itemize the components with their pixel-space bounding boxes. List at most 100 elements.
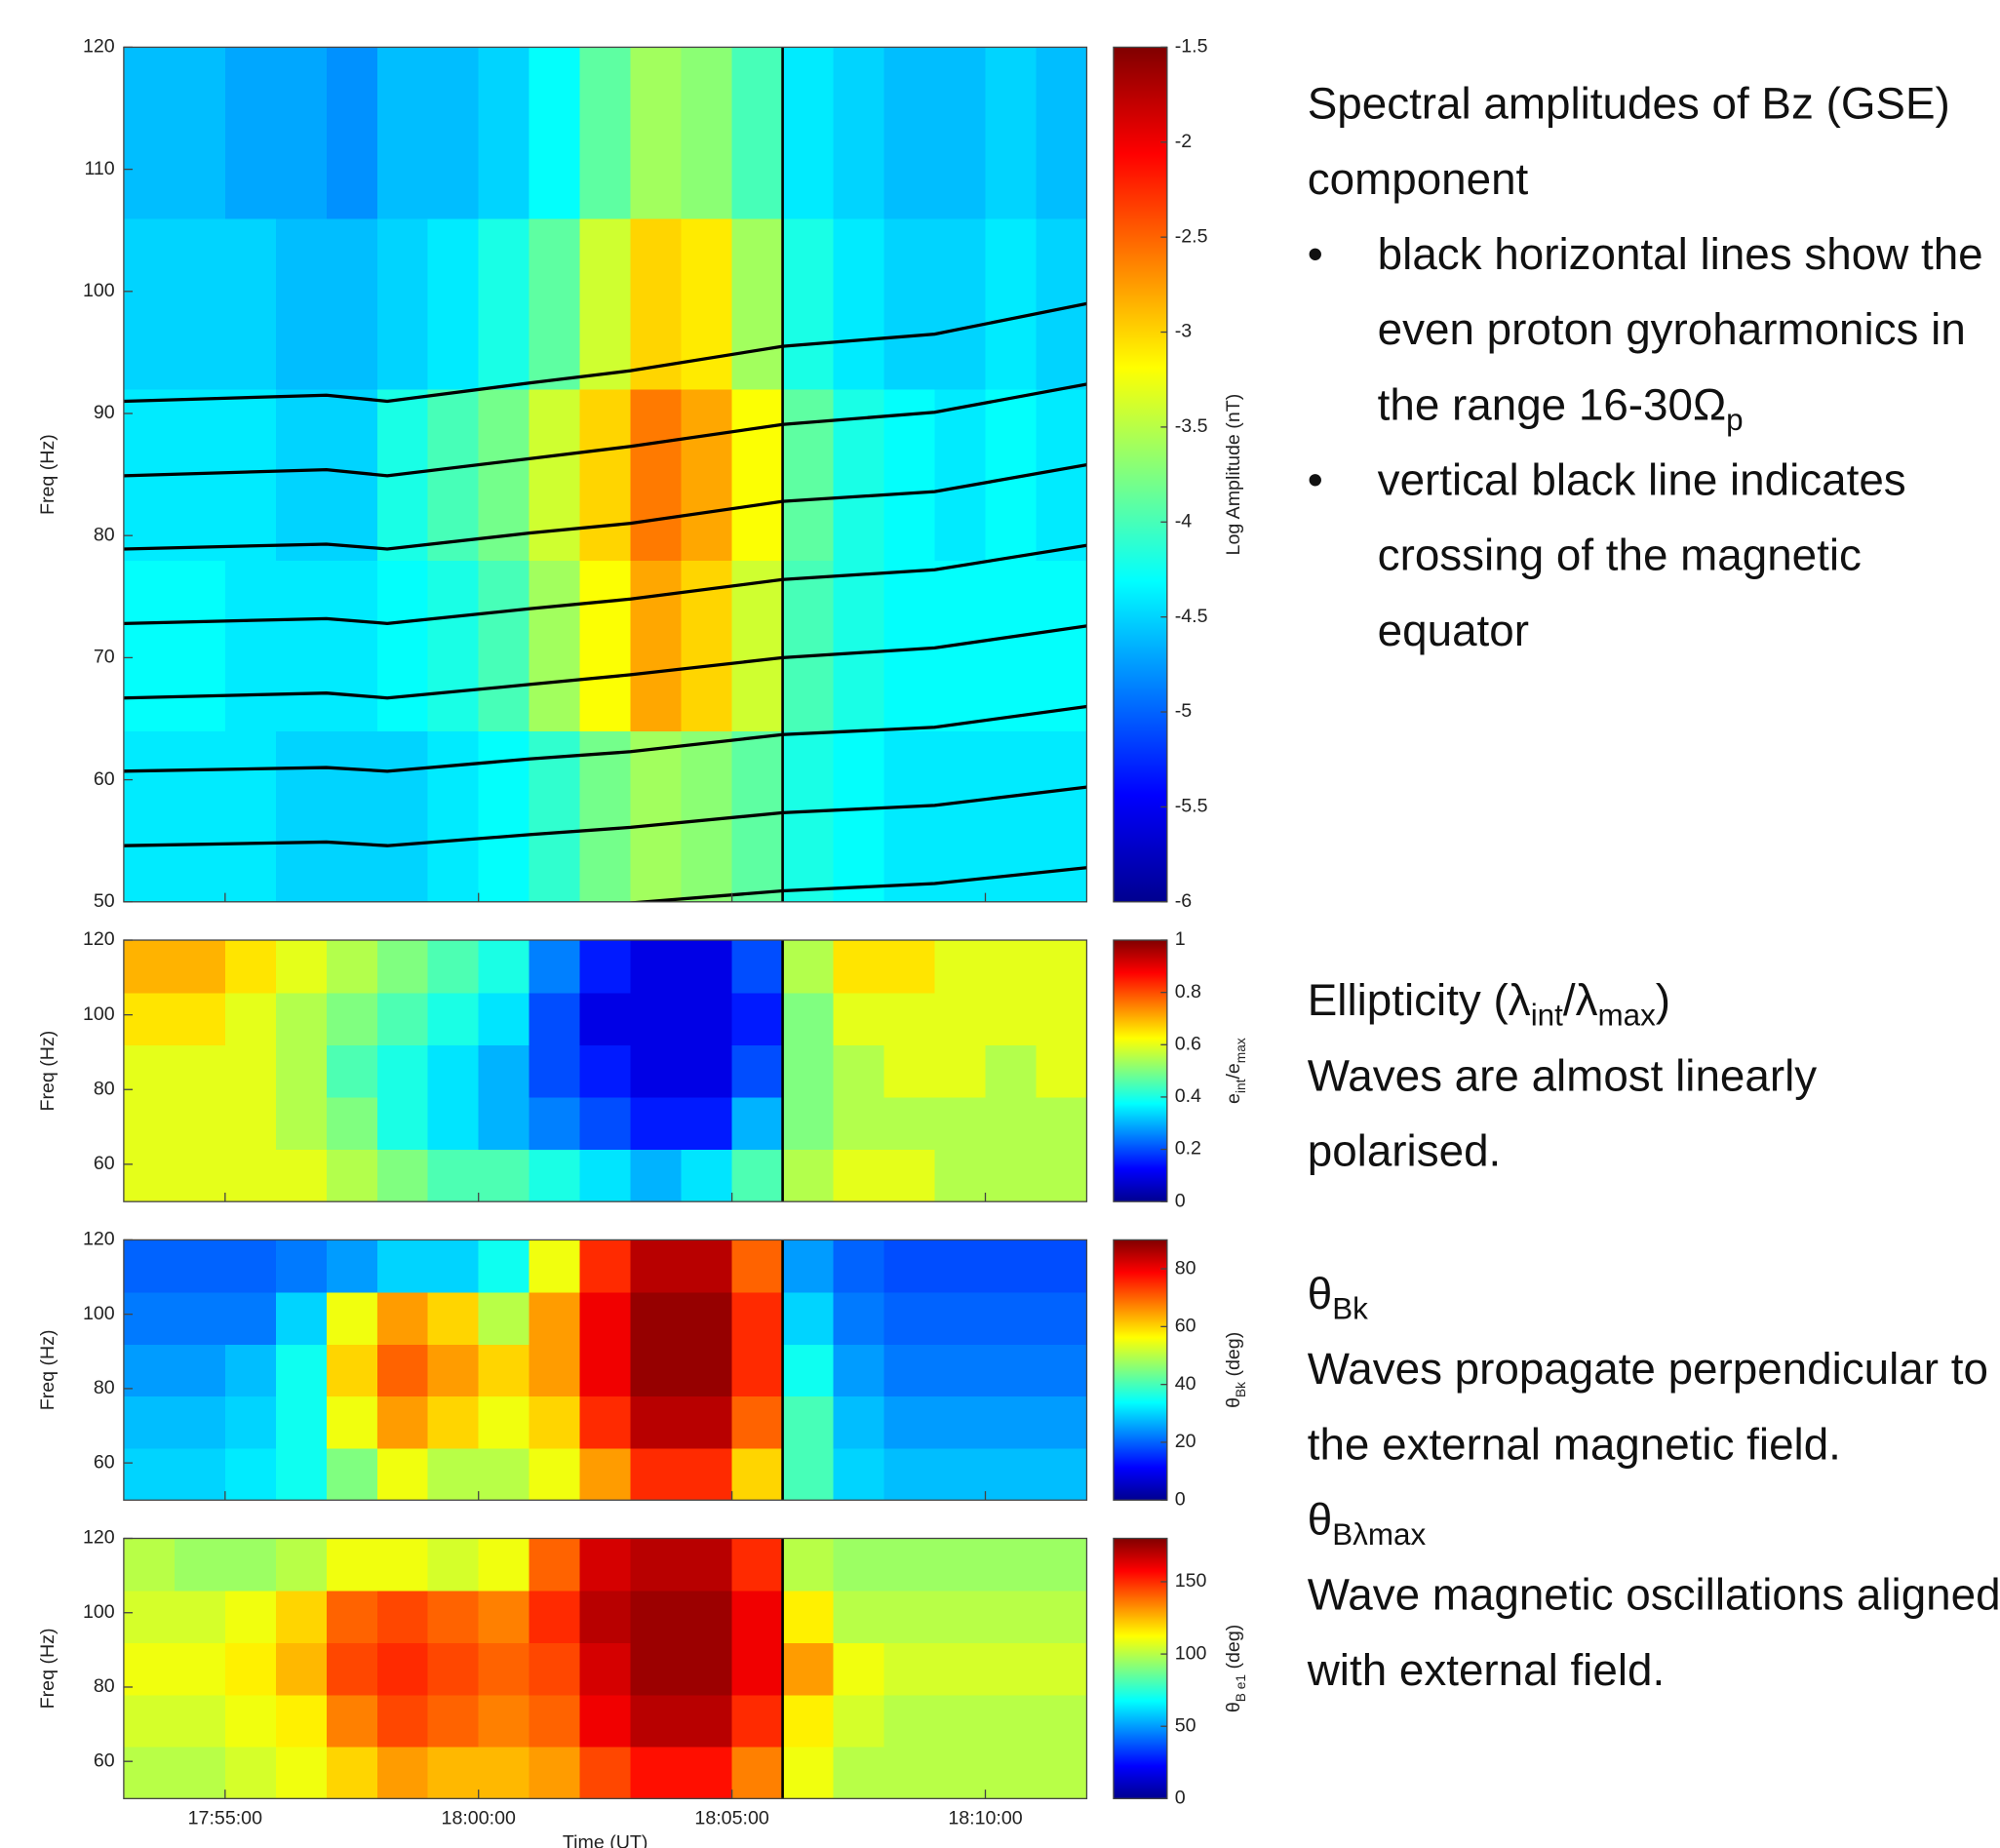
heatmap-cell [731, 1590, 784, 1643]
heatmap-cell [376, 730, 429, 902]
plot-frame [123, 1239, 1088, 1501]
heatmap-cell [478, 388, 530, 561]
y-tick-label: 100 [83, 1303, 115, 1324]
heatmap-cell [934, 1239, 987, 1293]
heatmap-cell [934, 1538, 987, 1592]
heatmap-cell [529, 388, 581, 561]
plot-frame [123, 46, 1088, 903]
heatmap-cell [579, 1590, 632, 1643]
heatmap-cell [326, 1642, 378, 1696]
heatmap-cell [326, 1590, 378, 1643]
heatmap-cell [883, 992, 936, 1045]
text-part: black horizontal lines show the even pro… [1377, 229, 1983, 430]
colorbar-tick-label: -2 [1175, 131, 1192, 152]
heatmap-cell [478, 1642, 530, 1696]
heatmap-cell [782, 1096, 835, 1151]
y-tick-label: 110 [84, 158, 114, 179]
heatmap-cell [174, 1746, 226, 1799]
subscript: Bk [1332, 1292, 1368, 1327]
heatmap-cell [1036, 1746, 1087, 1799]
colorbar-tick-label: 40 [1175, 1373, 1196, 1395]
heatmap-cell [681, 1590, 733, 1643]
plot-area [123, 47, 1087, 902]
heatmap-cell [782, 1149, 835, 1202]
heatmap-cell [478, 560, 530, 732]
colorbar [1113, 46, 1168, 903]
heatmap-cell [123, 1096, 176, 1151]
heatmap-cell [529, 940, 581, 994]
heatmap-cell [224, 992, 277, 1045]
caption-body: Waves are almost linearly polarised. [1307, 1050, 1818, 1177]
heatmap-cell [224, 560, 277, 732]
heatmap-cell [883, 560, 936, 732]
heatmap-cell [782, 47, 835, 219]
heatmap-cell [174, 992, 226, 1045]
heatmap-cell [833, 1044, 885, 1098]
colorbar-tick-label: 50 [1175, 1714, 1196, 1736]
y-tick-label: 90 [94, 402, 115, 423]
heatmap-cell [376, 992, 429, 1045]
heatmap-cell [1036, 1538, 1087, 1592]
heatmap-cell [529, 1344, 581, 1397]
heatmap-cell [934, 1291, 987, 1345]
heatmap-cell [174, 1694, 226, 1748]
heatmap-cell [630, 1291, 683, 1345]
heatmap-cell [224, 940, 277, 994]
colorbar-tick-label: -3 [1175, 321, 1193, 342]
heatmap-cell [782, 1239, 835, 1293]
heatmap-cell [275, 1291, 328, 1345]
heatmap-cell [326, 560, 378, 732]
heatmap-cell [478, 940, 530, 994]
heatmap-cell [1036, 940, 1087, 994]
plot-frame [123, 1537, 1088, 1799]
colorbar-tick-label: 60 [1175, 1316, 1196, 1337]
heatmap-cell [427, 1096, 480, 1151]
heatmap-cell [630, 992, 683, 1045]
plot-frame [123, 939, 1088, 1202]
heatmap-cell [478, 1239, 530, 1293]
heatmap-cell [529, 1590, 581, 1643]
heatmap-cell [529, 217, 581, 390]
heatmap-cell [731, 992, 784, 1045]
heatmap-cell [326, 992, 378, 1045]
heatmap-cell [731, 217, 784, 390]
heatmap-cell [1036, 1044, 1087, 1098]
heatmap-cell [782, 217, 835, 390]
caption-block: θBk Waves propagate perpendicular to the … [1308, 1256, 2000, 1708]
text-part: /λ [1562, 975, 1598, 1026]
colorbar-label: θB e1 (deg) [1223, 1625, 1248, 1712]
y-tick-label: 60 [94, 768, 115, 790]
heatmap-cell [833, 1746, 885, 1799]
heatmap-cell [427, 1642, 480, 1696]
harmonic-line [123, 785, 1087, 847]
heatmap-cell [123, 1538, 176, 1592]
subscript: int [1530, 999, 1563, 1034]
y-axis-label: Freq (Hz) [37, 1629, 59, 1710]
text-part: /e [1223, 1063, 1244, 1079]
heatmap-cell [883, 940, 936, 994]
heatmap-cell [275, 1239, 328, 1293]
heatmap-cell [782, 1746, 835, 1799]
text-part: Log Amplitude (nT) [1223, 394, 1244, 556]
harmonic-line [123, 543, 1087, 625]
heatmap-cell [123, 1396, 176, 1449]
heatmap-cell [1036, 47, 1087, 219]
y-tick-label: 80 [94, 1377, 115, 1398]
heatmap-cell [529, 560, 581, 732]
x-tick-label: 18:10:00 [948, 1807, 1022, 1828]
x-tick-label: 17:55:00 [188, 1807, 262, 1828]
colorbar-tick-label: 80 [1175, 1257, 1196, 1278]
heatmap-cell [529, 1642, 581, 1696]
heatmap-cell [174, 730, 226, 902]
colorbar-tick-label: 0.6 [1175, 1033, 1201, 1054]
caption-block: Ellipticity (λint/λmax) Waves are almost … [1308, 963, 2000, 1190]
heatmap-cell [326, 1344, 378, 1397]
heatmap-cell [833, 730, 885, 902]
heatmap-cell [985, 1344, 1038, 1397]
heatmap-cell [731, 1694, 784, 1748]
heatmap-cell [985, 1396, 1038, 1449]
heatmap-cell [376, 47, 429, 219]
heatmap-cell [427, 730, 480, 902]
heatmap-cell [376, 217, 429, 390]
heatmap-cell [579, 388, 632, 561]
